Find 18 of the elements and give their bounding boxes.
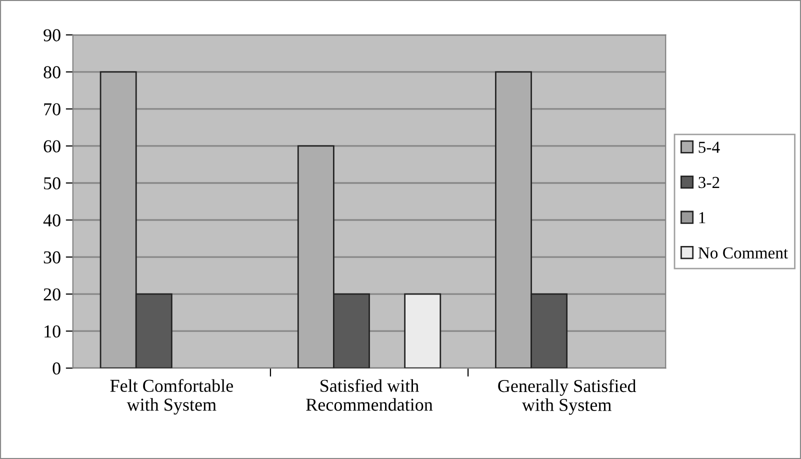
y-tick-label: 70 (44, 103, 60, 116)
y-tick-label: 20 (44, 288, 60, 301)
y-tick-label: 80 (44, 66, 60, 78)
y-tick-label: 0 (52, 362, 60, 375)
y-tick-label: 40 (43, 214, 60, 226)
y-tick-label: 50 (44, 177, 60, 190)
y-tick-label: 60 (44, 140, 60, 152)
legend-label: 5-4 (698, 142, 720, 153)
legend-label: 1 (699, 212, 706, 224)
x-tick-label: Felt Comfortable with System (110, 379, 233, 415)
legend-label: No Comment (698, 247, 788, 259)
y-tick-label: 90 (44, 29, 60, 42)
y-tick-label: 30 (44, 251, 60, 264)
y-tick-label: 10 (44, 325, 60, 338)
x-tick-label: Satisfied with Recommendation (306, 379, 433, 411)
x-tick-label: Generally Satisfied with System (498, 379, 636, 415)
legend-label: 3-2 (698, 176, 720, 188)
bar (404, 293, 442, 368)
